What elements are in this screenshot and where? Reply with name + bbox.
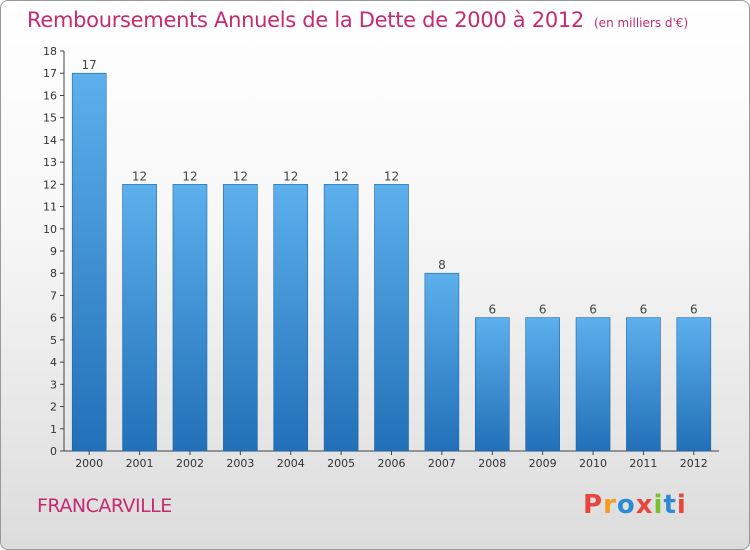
y-tick-label: 1 <box>50 423 57 436</box>
data-label: 6 <box>589 303 597 317</box>
y-tick-label: 4 <box>50 356 57 369</box>
y-tick-label: 2 <box>50 401 57 414</box>
x-tick-label: 2007 <box>428 457 456 470</box>
x-tick-label: 2010 <box>579 457 607 470</box>
x-tick-label: 2001 <box>126 457 154 470</box>
logo-letter: r <box>603 490 617 520</box>
y-tick-label: 12 <box>43 178 57 191</box>
bar <box>575 317 611 452</box>
y-tick-label: 15 <box>43 112 57 125</box>
logo-letter: t <box>663 490 677 520</box>
data-label: 17 <box>82 58 97 72</box>
y-tick-label: 17 <box>43 67 57 80</box>
chart-title-text: Remboursements Annuels de la Dette de 20… <box>27 8 584 32</box>
data-label: 6 <box>539 303 547 317</box>
bar <box>676 317 712 452</box>
x-tick-label: 2005 <box>327 457 355 470</box>
bar <box>273 184 309 452</box>
x-tick-label: 2011 <box>629 457 657 470</box>
y-tick-label: 6 <box>50 312 57 325</box>
y-tick-label: 0 <box>50 445 57 458</box>
logo-letter: i <box>676 490 687 520</box>
logo-letter: o <box>616 490 636 520</box>
bar <box>122 184 157 452</box>
bar <box>626 317 661 452</box>
proxiti-logo: Proxiti <box>583 490 687 520</box>
commune-name: FRANCARVILLE <box>37 495 172 517</box>
y-tick-label: 5 <box>50 334 57 347</box>
data-label: 12 <box>384 169 399 183</box>
x-tick-label: 2004 <box>277 457 305 470</box>
y-tick-label: 10 <box>43 223 57 236</box>
bar <box>223 184 258 452</box>
data-label: 6 <box>640 303 648 317</box>
data-label: 8 <box>438 258 446 272</box>
y-tick-label: 7 <box>50 289 57 302</box>
x-tick-label: 2002 <box>176 457 204 470</box>
bar <box>172 184 208 452</box>
bar <box>374 184 409 452</box>
chart-unit-note: (en milliers d'€) <box>594 16 689 30</box>
bar <box>323 184 359 452</box>
data-label: 6 <box>690 303 698 317</box>
x-tick-label: 2006 <box>378 457 406 470</box>
x-tick-label: 2009 <box>529 457 557 470</box>
y-tick-label: 16 <box>43 89 57 102</box>
data-label: 12 <box>283 169 298 183</box>
data-label: 6 <box>488 303 496 317</box>
y-tick-label: 18 <box>43 45 57 58</box>
data-label: 12 <box>132 169 147 183</box>
x-tick-label: 2008 <box>478 457 506 470</box>
y-tick-label: 8 <box>50 267 57 280</box>
y-tick-label: 11 <box>43 201 57 214</box>
bar <box>424 272 460 452</box>
logo-letter: i <box>653 490 664 520</box>
data-label: 12 <box>182 169 197 183</box>
bar <box>525 317 560 452</box>
chart-title: Remboursements Annuels de la Dette de 20… <box>27 8 688 32</box>
bar <box>71 72 107 452</box>
x-tick-label: 2000 <box>75 457 103 470</box>
x-tick-label: 2012 <box>680 457 708 470</box>
y-tick-label: 3 <box>50 378 57 391</box>
y-tick-label: 9 <box>50 245 57 258</box>
x-tick-label: 2003 <box>226 457 254 470</box>
logo-letter: x <box>635 490 654 520</box>
y-tick-label: 14 <box>43 134 57 147</box>
bar <box>474 317 510 452</box>
logo-letter: P <box>583 490 604 520</box>
y-tick-label: 13 <box>43 156 57 169</box>
data-label: 12 <box>333 169 348 183</box>
data-label: 12 <box>233 169 248 183</box>
